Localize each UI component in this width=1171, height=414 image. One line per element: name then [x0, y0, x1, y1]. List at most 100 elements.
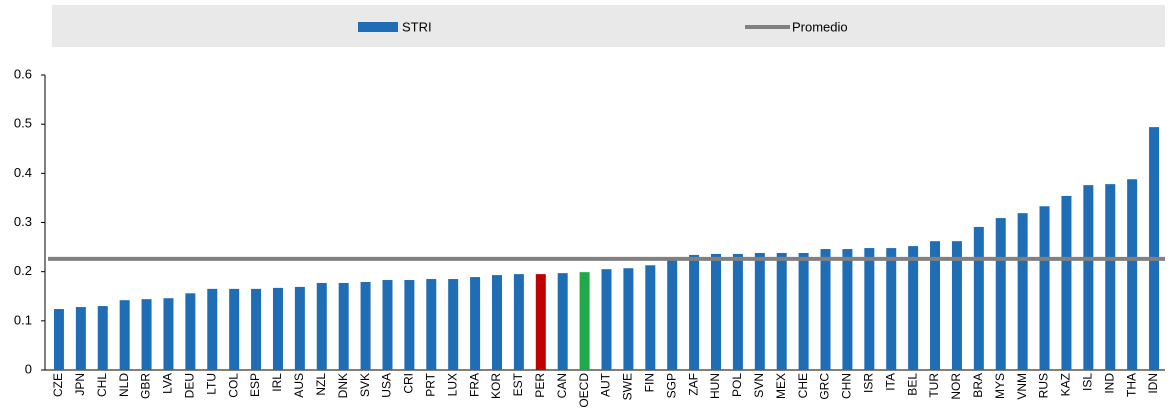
x-tick-label: FIN [642, 373, 656, 392]
bar [601, 269, 612, 370]
y-tick-label: 0.1 [14, 312, 32, 327]
bar [732, 253, 743, 370]
y-tick-label: 0.6 [14, 66, 32, 81]
x-tick-label: CHE [796, 373, 810, 398]
x-tick-label: KOR [489, 373, 503, 399]
x-tick-label: ZAF [686, 373, 700, 396]
x-tick-label: NOR [949, 373, 963, 400]
bar [776, 252, 787, 370]
bar [207, 288, 218, 370]
bar [711, 253, 722, 370]
x-tick-label: FRA [467, 373, 481, 397]
x-tick-label: JPN [73, 373, 87, 396]
bar [404, 280, 415, 370]
bar [1127, 179, 1138, 370]
x-tick-label: ESP [248, 373, 262, 397]
bar [995, 218, 1006, 370]
x-tick-label: CHL [95, 373, 109, 397]
legend-swatch [358, 22, 398, 32]
bar [97, 306, 108, 370]
x-tick-label: HUN [708, 373, 722, 399]
bar [513, 274, 524, 370]
x-tick-label: COL [226, 373, 240, 398]
x-tick-label: BEL [905, 373, 919, 396]
x-tick-label: DNK [336, 373, 350, 398]
x-tick-label: LUX [445, 373, 459, 396]
bar [338, 282, 349, 370]
y-tick-label: 0.3 [14, 214, 32, 229]
y-tick-label: 0 [25, 361, 32, 376]
bar [119, 300, 130, 370]
bar [491, 275, 502, 370]
legend-label: Promedio [792, 19, 848, 34]
bar [645, 265, 656, 370]
legend-label: STRI [402, 19, 432, 34]
x-tick-label: BRA [971, 373, 985, 398]
x-tick-label: MEX [774, 373, 788, 399]
x-tick-label: LTU [204, 373, 218, 395]
x-tick-label: AUT [599, 372, 613, 397]
x-tick-label: RUS [1037, 373, 1051, 398]
x-tick-label: IRL [270, 373, 284, 392]
x-tick-label: SWE [621, 373, 635, 400]
x-tick-label: USA [380, 373, 394, 398]
x-tick-label: THA [1124, 373, 1138, 397]
bar [294, 286, 305, 370]
x-tick-label: DEU [183, 373, 197, 398]
bar [820, 249, 831, 370]
bar [864, 248, 875, 370]
bar [667, 259, 678, 370]
bar [251, 288, 262, 370]
x-tick-label: OECD [577, 373, 591, 408]
y-tick-label: 0.2 [14, 263, 32, 278]
x-tick-label: EST [511, 372, 525, 396]
x-tick-label: NZL [314, 373, 328, 396]
bar [229, 288, 240, 370]
x-tick-label: SVK [358, 373, 372, 397]
y-tick-label: 0.4 [14, 165, 32, 180]
x-tick-label: MYS [993, 373, 1007, 399]
x-tick-label: IDN [1146, 373, 1160, 394]
bar [1061, 195, 1072, 370]
bar [579, 272, 590, 370]
x-tick-label: SGP [664, 373, 678, 398]
x-tick-label: POL [730, 373, 744, 397]
bar [842, 249, 853, 370]
bar [316, 282, 327, 370]
x-tick-label: SVN [752, 373, 766, 398]
bar [886, 248, 897, 370]
bar [535, 274, 546, 370]
bar [141, 299, 152, 370]
bar [973, 226, 984, 370]
bar [1083, 185, 1094, 370]
bar [1017, 213, 1028, 370]
bar [754, 252, 765, 370]
x-tick-label: CRI [402, 373, 416, 394]
bar [470, 277, 481, 370]
x-tick-label: AUS [292, 373, 306, 398]
bar [908, 246, 919, 370]
bar [689, 254, 700, 370]
x-tick-label: CAN [555, 373, 569, 398]
bar [360, 281, 371, 370]
x-tick-label: IND [1102, 373, 1116, 394]
x-tick-label: TUR [927, 373, 941, 398]
x-tick-label: ITA [883, 373, 897, 391]
x-tick-label: VNM [1015, 373, 1029, 400]
x-tick-label: ISR [861, 373, 875, 393]
bar [557, 273, 568, 370]
x-tick-label: NLD [117, 373, 131, 397]
x-tick-label: GBR [139, 373, 153, 399]
x-tick-label: KAZ [1059, 373, 1073, 396]
bar [163, 298, 174, 370]
legend-box [52, 5, 1165, 47]
x-tick-label: LVA [161, 373, 175, 394]
bar [53, 309, 64, 370]
bar [272, 287, 283, 370]
bar [448, 279, 459, 370]
x-tick-label: ISL [1081, 373, 1095, 391]
bar [951, 241, 962, 370]
bar [382, 280, 393, 370]
x-tick-label: PER [533, 373, 547, 398]
bar [75, 307, 86, 370]
